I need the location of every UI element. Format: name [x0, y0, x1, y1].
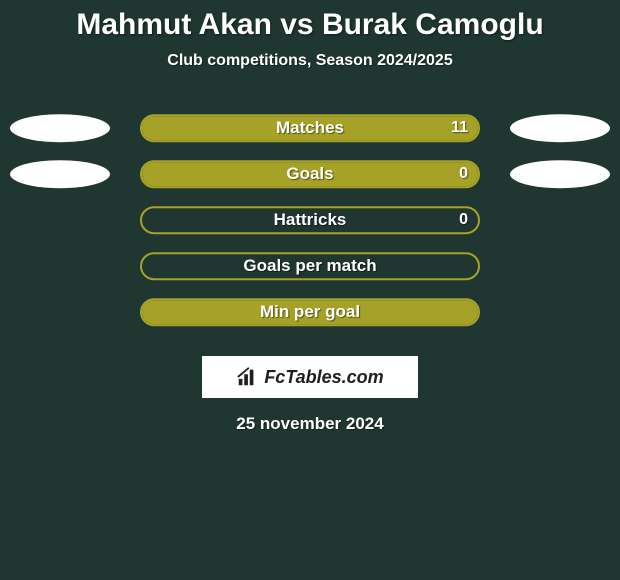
- stat-label: Hattricks: [142, 210, 478, 230]
- stat-bar: Hattricks0: [140, 206, 480, 234]
- page-title: Mahmut Akan vs Burak Camoglu: [0, 0, 620, 42]
- left-ellipse: [10, 160, 110, 188]
- stat-label: Matches: [142, 118, 478, 138]
- logo-box: FcTables.com: [202, 356, 418, 398]
- stat-row: Goals0: [0, 154, 620, 200]
- stat-bar: Min per goal: [140, 298, 480, 326]
- right-ellipse: [510, 114, 610, 142]
- comparison-infographic: Mahmut Akan vs Burak Camoglu Club compet…: [0, 0, 620, 580]
- stat-row: Hattricks0: [0, 200, 620, 246]
- stat-label: Min per goal: [142, 302, 478, 322]
- stat-label: Goals per match: [142, 256, 478, 276]
- stat-value: 0: [459, 165, 468, 183]
- stat-row: Matches11: [0, 108, 620, 154]
- left-ellipse: [10, 114, 110, 142]
- stat-bar: Matches11: [140, 114, 480, 142]
- stat-value: 11: [451, 119, 468, 137]
- date-text: 25 november 2024: [0, 414, 620, 434]
- bar-chart-icon: [236, 366, 258, 388]
- stat-bar: Goals0: [140, 160, 480, 188]
- stat-value: 0: [459, 211, 468, 229]
- subtitle: Club competitions, Season 2024/2025: [0, 52, 620, 70]
- stat-row: Min per goal: [0, 292, 620, 338]
- right-ellipse: [510, 160, 610, 188]
- stat-bar: Goals per match: [140, 252, 480, 280]
- stat-rows: Matches11Goals0Hattricks0Goals per match…: [0, 108, 620, 338]
- logo-text: FcTables.com: [264, 367, 383, 388]
- stat-label: Goals: [142, 164, 478, 184]
- stat-row: Goals per match: [0, 246, 620, 292]
